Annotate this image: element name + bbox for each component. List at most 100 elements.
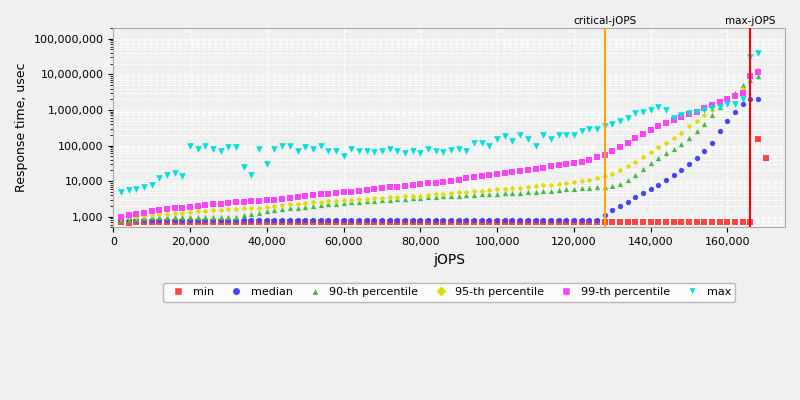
Point [138, 209, 150, 216]
Point [590, 154, 603, 160]
Point [606, 121, 618, 127]
Point [706, 219, 718, 225]
Point [660, 107, 673, 113]
Point [682, 161, 695, 167]
Point [206, 146, 219, 152]
Point [545, 181, 558, 188]
Point [744, 96, 757, 102]
Point [744, 54, 757, 60]
Point [406, 148, 419, 154]
Point [667, 172, 680, 178]
Point [560, 186, 573, 193]
Point [522, 184, 534, 190]
Point [230, 217, 242, 223]
Point [360, 217, 373, 223]
Point [744, 219, 757, 225]
Point [122, 217, 135, 223]
Point [161, 211, 174, 217]
Point [475, 217, 488, 223]
Point [268, 207, 281, 214]
Point [199, 219, 212, 225]
Point [598, 212, 611, 218]
Point [506, 217, 519, 223]
Point [430, 148, 442, 154]
Point [330, 148, 342, 154]
Point [522, 217, 534, 223]
Point [736, 85, 749, 92]
Point [622, 176, 634, 183]
Point [706, 102, 718, 108]
Point [306, 219, 319, 225]
Point [298, 144, 311, 150]
Point [283, 219, 296, 225]
Point [660, 140, 673, 146]
Point [276, 206, 289, 212]
Point [637, 108, 650, 115]
Point [191, 208, 204, 215]
Point [430, 194, 442, 200]
Point [391, 219, 404, 225]
Point [368, 198, 381, 204]
Point [168, 217, 181, 223]
Point [130, 217, 142, 223]
Point [721, 100, 734, 107]
Point [552, 180, 565, 187]
Point [291, 204, 304, 211]
Point [698, 112, 710, 119]
Point [261, 161, 274, 167]
Point [322, 198, 334, 204]
Point [475, 191, 488, 198]
Point [614, 118, 626, 124]
Point [498, 170, 511, 176]
Point [682, 111, 695, 118]
Point [622, 219, 634, 225]
Point [383, 217, 396, 223]
Point [268, 146, 281, 152]
Point [468, 192, 481, 198]
Point [736, 219, 749, 225]
Point [330, 219, 342, 225]
Point [460, 175, 473, 182]
Point [622, 163, 634, 170]
Point [298, 219, 311, 225]
Point [529, 219, 542, 225]
Point [191, 214, 204, 220]
Point [168, 219, 181, 225]
Point [560, 217, 573, 223]
Point [522, 167, 534, 174]
Point [337, 200, 350, 206]
Point [146, 214, 158, 221]
Point [452, 192, 465, 199]
Point [238, 164, 250, 170]
Point [498, 219, 511, 225]
Point [729, 108, 742, 115]
Point [690, 108, 703, 115]
Point [161, 214, 174, 220]
Point [176, 173, 189, 179]
Point [483, 217, 496, 223]
Point [483, 172, 496, 178]
Point [360, 219, 373, 225]
Point [590, 184, 603, 190]
Point [114, 217, 127, 223]
Point [245, 217, 258, 223]
Point [698, 107, 710, 113]
Point [146, 181, 158, 188]
Y-axis label: Response time, usec: Response time, usec [15, 63, 28, 192]
Point [537, 217, 550, 223]
Point [375, 197, 388, 203]
Point [452, 219, 465, 225]
Point [752, 67, 765, 74]
Point [368, 217, 381, 223]
Point [714, 104, 726, 110]
Point [736, 90, 749, 96]
Point [168, 210, 181, 216]
Text: max-jOPS: max-jOPS [726, 16, 776, 26]
Point [490, 217, 503, 223]
Point [590, 217, 603, 223]
Point [383, 194, 396, 200]
Point [460, 217, 473, 223]
Point [522, 136, 534, 142]
Point [368, 149, 381, 155]
Point [245, 205, 258, 211]
